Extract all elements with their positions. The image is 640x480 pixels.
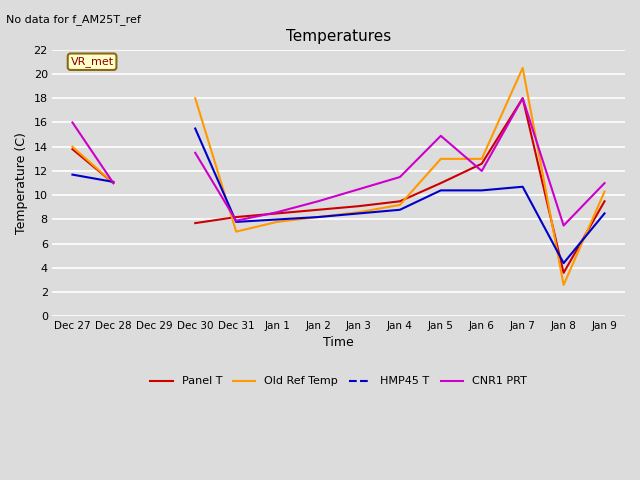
Text: VR_met: VR_met [70,56,114,67]
Legend: Panel T, Old Ref Temp, HMP45 T, CNR1 PRT: Panel T, Old Ref Temp, HMP45 T, CNR1 PRT [146,372,531,391]
Text: No data for f_AM25T_ref: No data for f_AM25T_ref [6,14,141,25]
Y-axis label: Temperature (C): Temperature (C) [15,132,28,234]
X-axis label: Time: Time [323,336,354,349]
Title: Temperatures: Temperatures [286,29,391,44]
